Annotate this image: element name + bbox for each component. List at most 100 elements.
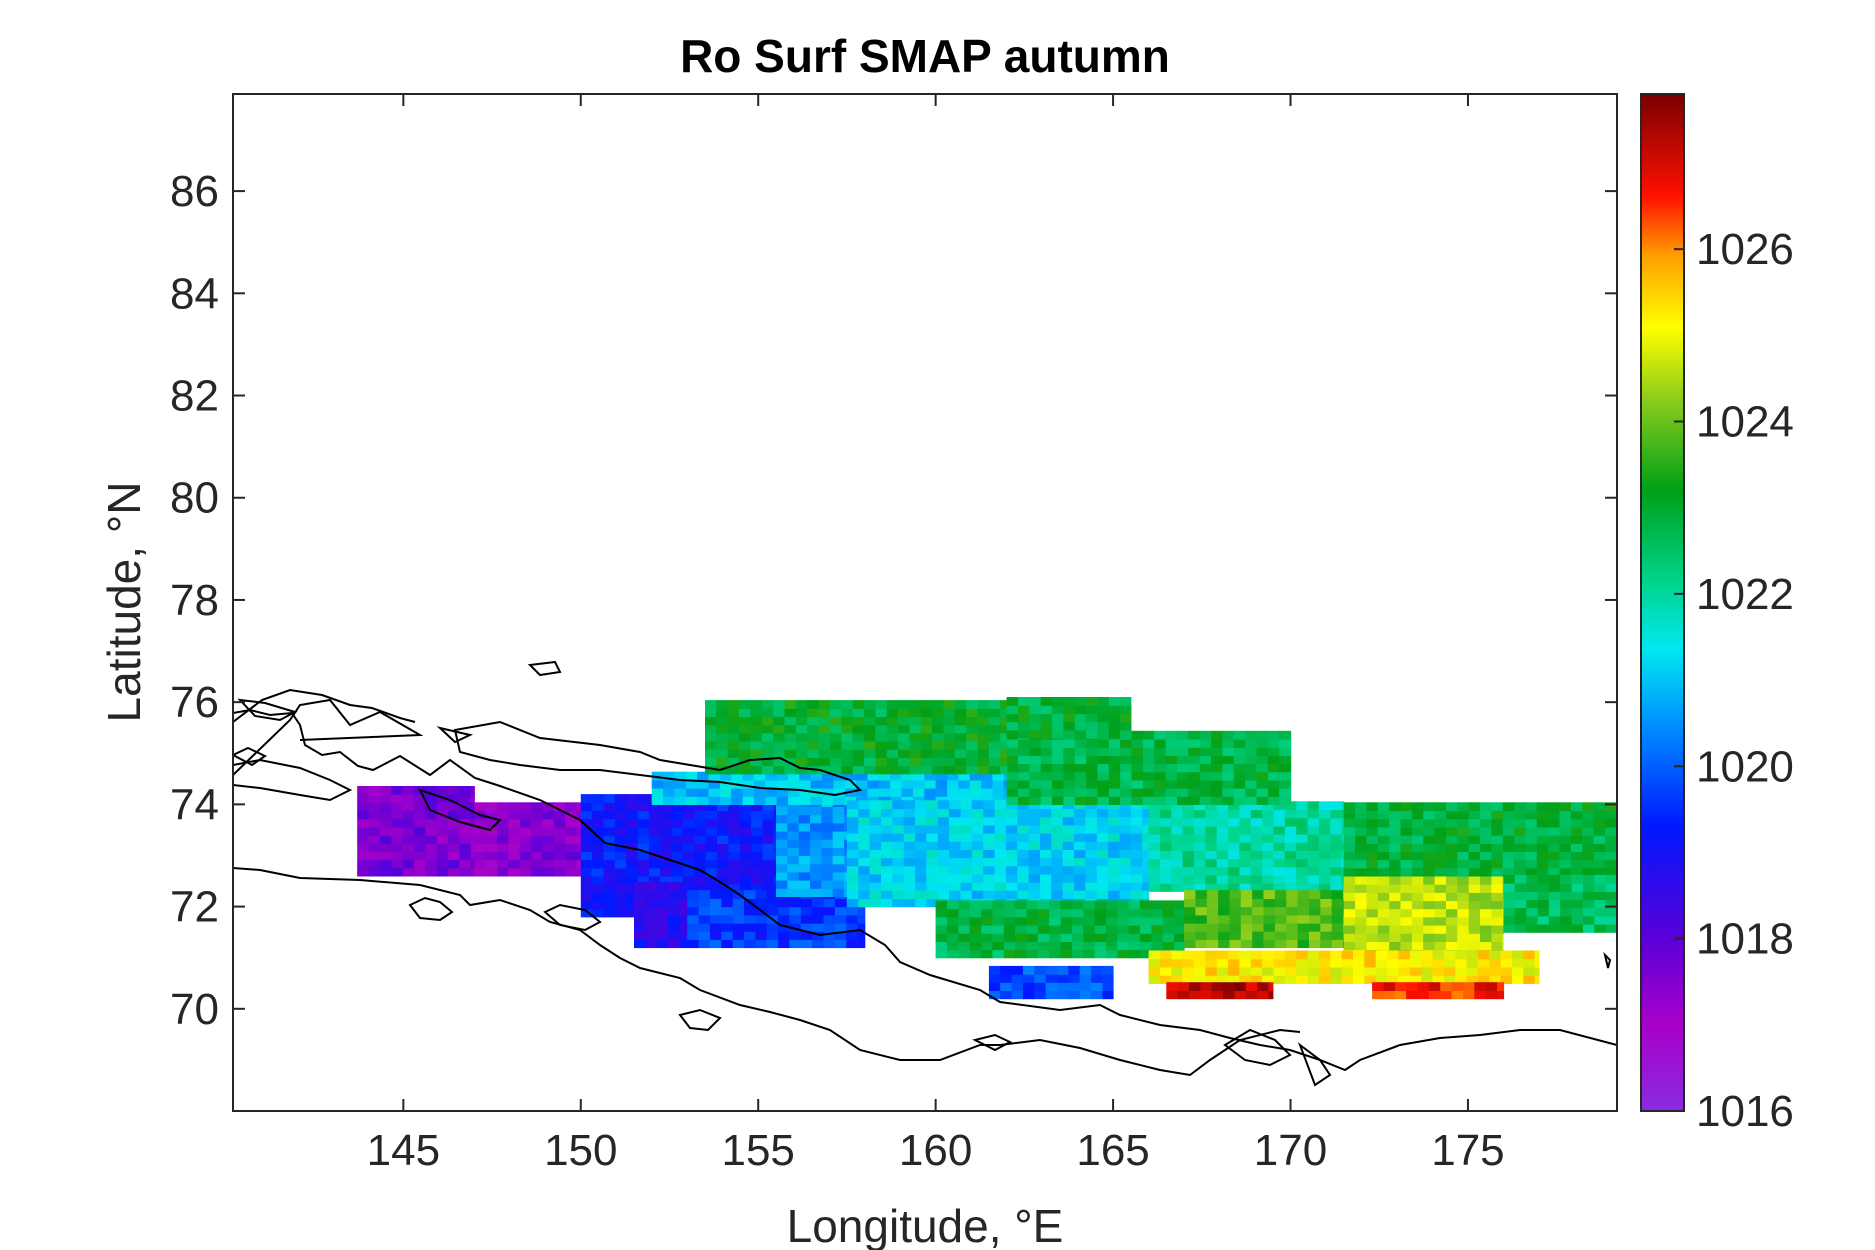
- heatmap-cell: [1239, 850, 1252, 860]
- heatmap-cell: [1049, 925, 1062, 934]
- heatmap-cell: [1003, 916, 1016, 926]
- heatmap-cell: [1142, 730, 1155, 740]
- heatmap-cell: [1262, 825, 1275, 835]
- heatmap-cell: [903, 873, 916, 883]
- heatmap-cell: [1151, 925, 1164, 934]
- heatmap-cell: [709, 906, 722, 916]
- heatmap-cell: [732, 898, 745, 908]
- heatmap-cell: [751, 835, 764, 844]
- heatmap-cell: [1440, 982, 1453, 991]
- heatmap-cell: [679, 939, 688, 949]
- heatmap-cell: [470, 810, 475, 820]
- heatmap-cell: [663, 788, 676, 797]
- heatmap-cell: [1040, 890, 1052, 899]
- heatmap-cell: [983, 800, 996, 810]
- heatmap-cell: [705, 765, 717, 775]
- heatmap-cell: [671, 867, 684, 877]
- heatmap-cell: [1446, 859, 1458, 869]
- heatmap-cell: [903, 841, 916, 850]
- heatmap-cell: [818, 700, 831, 709]
- heatmap-cell: [1497, 990, 1505, 1000]
- heatmap-cell: [391, 818, 404, 828]
- heatmap-cell: [1005, 841, 1018, 850]
- heatmap-cell: [1174, 900, 1185, 910]
- heatmap-cell: [1074, 713, 1087, 723]
- heatmap-cell: [1205, 842, 1218, 851]
- heatmap-cell: [818, 708, 831, 718]
- heatmap-cell: [926, 898, 939, 908]
- heatmap-cell: [800, 914, 813, 924]
- heatmap-cell: [474, 835, 487, 844]
- heatmap-cell: [1284, 883, 1297, 892]
- heatmap-cell: [542, 851, 555, 861]
- heatmap-cell: [379, 859, 392, 869]
- heatmap-cell: [470, 867, 475, 877]
- heatmap-cell: [969, 771, 982, 781]
- heatmap-cell: [1398, 975, 1411, 984]
- heatmap-cell: [368, 794, 381, 803]
- heatmap-cell: [1502, 941, 1504, 951]
- heatmap-cell: [592, 843, 605, 852]
- heatmap-cell: [1177, 739, 1189, 748]
- heatmap-cell: [436, 826, 449, 836]
- heatmap-cell: [565, 835, 578, 844]
- heatmap-cell: [864, 741, 876, 750]
- heatmap-cell: [1491, 892, 1504, 902]
- heatmap-cell: [508, 818, 521, 828]
- heatmap-cell: [1443, 958, 1456, 968]
- heatmap-cell: [1537, 915, 1550, 925]
- heatmap-cell: [1330, 801, 1343, 811]
- heatmap-cell: [773, 700, 786, 709]
- heatmap-cell: [926, 873, 939, 883]
- heatmap-cell: [1400, 941, 1413, 951]
- heatmap-cell: [935, 788, 948, 797]
- heatmap-cell: [1188, 747, 1201, 756]
- heatmap-cell: [994, 800, 1007, 810]
- heatmap-cell: [1536, 843, 1549, 852]
- heatmap-cell: [1083, 908, 1096, 918]
- heatmap-cell: [1525, 859, 1538, 869]
- heatmap-cell: [795, 716, 808, 726]
- heatmap-cell: [988, 974, 1001, 983]
- heatmap-cell: [1279, 763, 1292, 773]
- heatmap-cell: [1245, 982, 1258, 991]
- heatmap-cell: [1017, 873, 1030, 883]
- heatmap-cell: [823, 922, 836, 932]
- heatmap-cell: [1468, 908, 1481, 918]
- heatmap-cell: [1233, 739, 1246, 748]
- heatmap-cell: [1534, 958, 1540, 968]
- heatmap-cell: [497, 826, 509, 836]
- heatmap-cell: [1162, 916, 1175, 926]
- heatmap-cell: [626, 826, 639, 836]
- heatmap-cell: [977, 749, 990, 758]
- heatmap-cell: [1182, 950, 1195, 960]
- heatmap-cell: [1318, 817, 1331, 827]
- heatmap-cell: [867, 771, 880, 781]
- heatmap-cell: [1372, 982, 1385, 991]
- heatmap-cell: [1074, 755, 1087, 765]
- heatmap-cell: [1284, 817, 1297, 827]
- heatmap-cell: [1131, 739, 1144, 748]
- heatmap-cell: [1560, 891, 1573, 900]
- heatmap-cell: [1216, 834, 1229, 843]
- heatmap-cell: [671, 875, 684, 885]
- heatmap-cell: [1097, 747, 1110, 756]
- heatmap-cell: [1188, 779, 1201, 789]
- x-tick-label: 155: [721, 1126, 794, 1175]
- heatmap-cell: [1250, 817, 1263, 827]
- heatmap-cell: [1184, 922, 1197, 932]
- heatmap-cell: [1079, 990, 1092, 1000]
- heatmap-cell: [1071, 949, 1084, 959]
- heatmap-cell: [1331, 931, 1344, 940]
- heatmap-cell: [1040, 882, 1052, 891]
- heatmap-cell: [1446, 941, 1458, 951]
- heatmap-cell: [1548, 924, 1561, 933]
- heatmap-cell: [1162, 941, 1175, 951]
- heatmap-cell: [1503, 883, 1516, 892]
- heatmap-cell: [892, 882, 905, 891]
- heatmap-cell: [1108, 747, 1121, 756]
- heatmap-cell: [1491, 941, 1504, 951]
- heatmap-cell: [1037, 925, 1050, 934]
- heatmap-cell: [1548, 810, 1561, 820]
- heatmap-cell: [727, 716, 740, 726]
